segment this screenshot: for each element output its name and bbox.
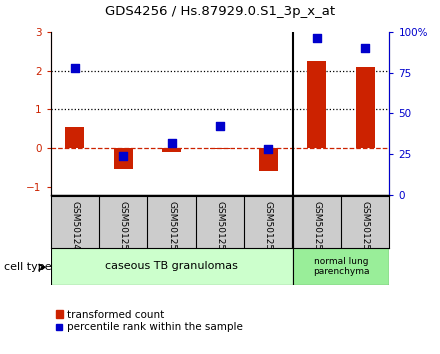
Bar [210, 148, 230, 149]
Text: GSM501254: GSM501254 [312, 201, 321, 255]
Text: cell type: cell type [4, 262, 52, 272]
Bar [259, 148, 278, 171]
Point [216, 124, 224, 129]
Bar [356, 67, 375, 148]
Point [71, 65, 78, 70]
Bar [307, 61, 326, 148]
Point [120, 153, 127, 159]
Bar [65, 127, 84, 148]
Text: normal lung
parenchyma: normal lung parenchyma [313, 257, 369, 276]
Text: GDS4256 / Hs.87929.0.S1_3p_x_at: GDS4256 / Hs.87929.0.S1_3p_x_at [105, 5, 335, 18]
Bar [162, 148, 181, 152]
Text: caseous TB granulomas: caseous TB granulomas [105, 261, 238, 272]
Bar [51, 248, 293, 285]
Text: GSM501252: GSM501252 [216, 201, 224, 255]
Bar [293, 248, 389, 285]
Legend: transformed count, percentile rank within the sample: transformed count, percentile rank withi… [56, 310, 243, 332]
Point [265, 146, 272, 152]
Point [313, 35, 320, 41]
Text: GSM501255: GSM501255 [361, 201, 370, 256]
Text: GSM501249: GSM501249 [70, 201, 79, 255]
Point [168, 140, 175, 145]
Text: GSM501250: GSM501250 [119, 201, 128, 256]
Text: GSM501253: GSM501253 [264, 201, 273, 256]
Text: GSM501251: GSM501251 [167, 201, 176, 256]
Point [362, 45, 369, 51]
Bar [114, 148, 133, 170]
